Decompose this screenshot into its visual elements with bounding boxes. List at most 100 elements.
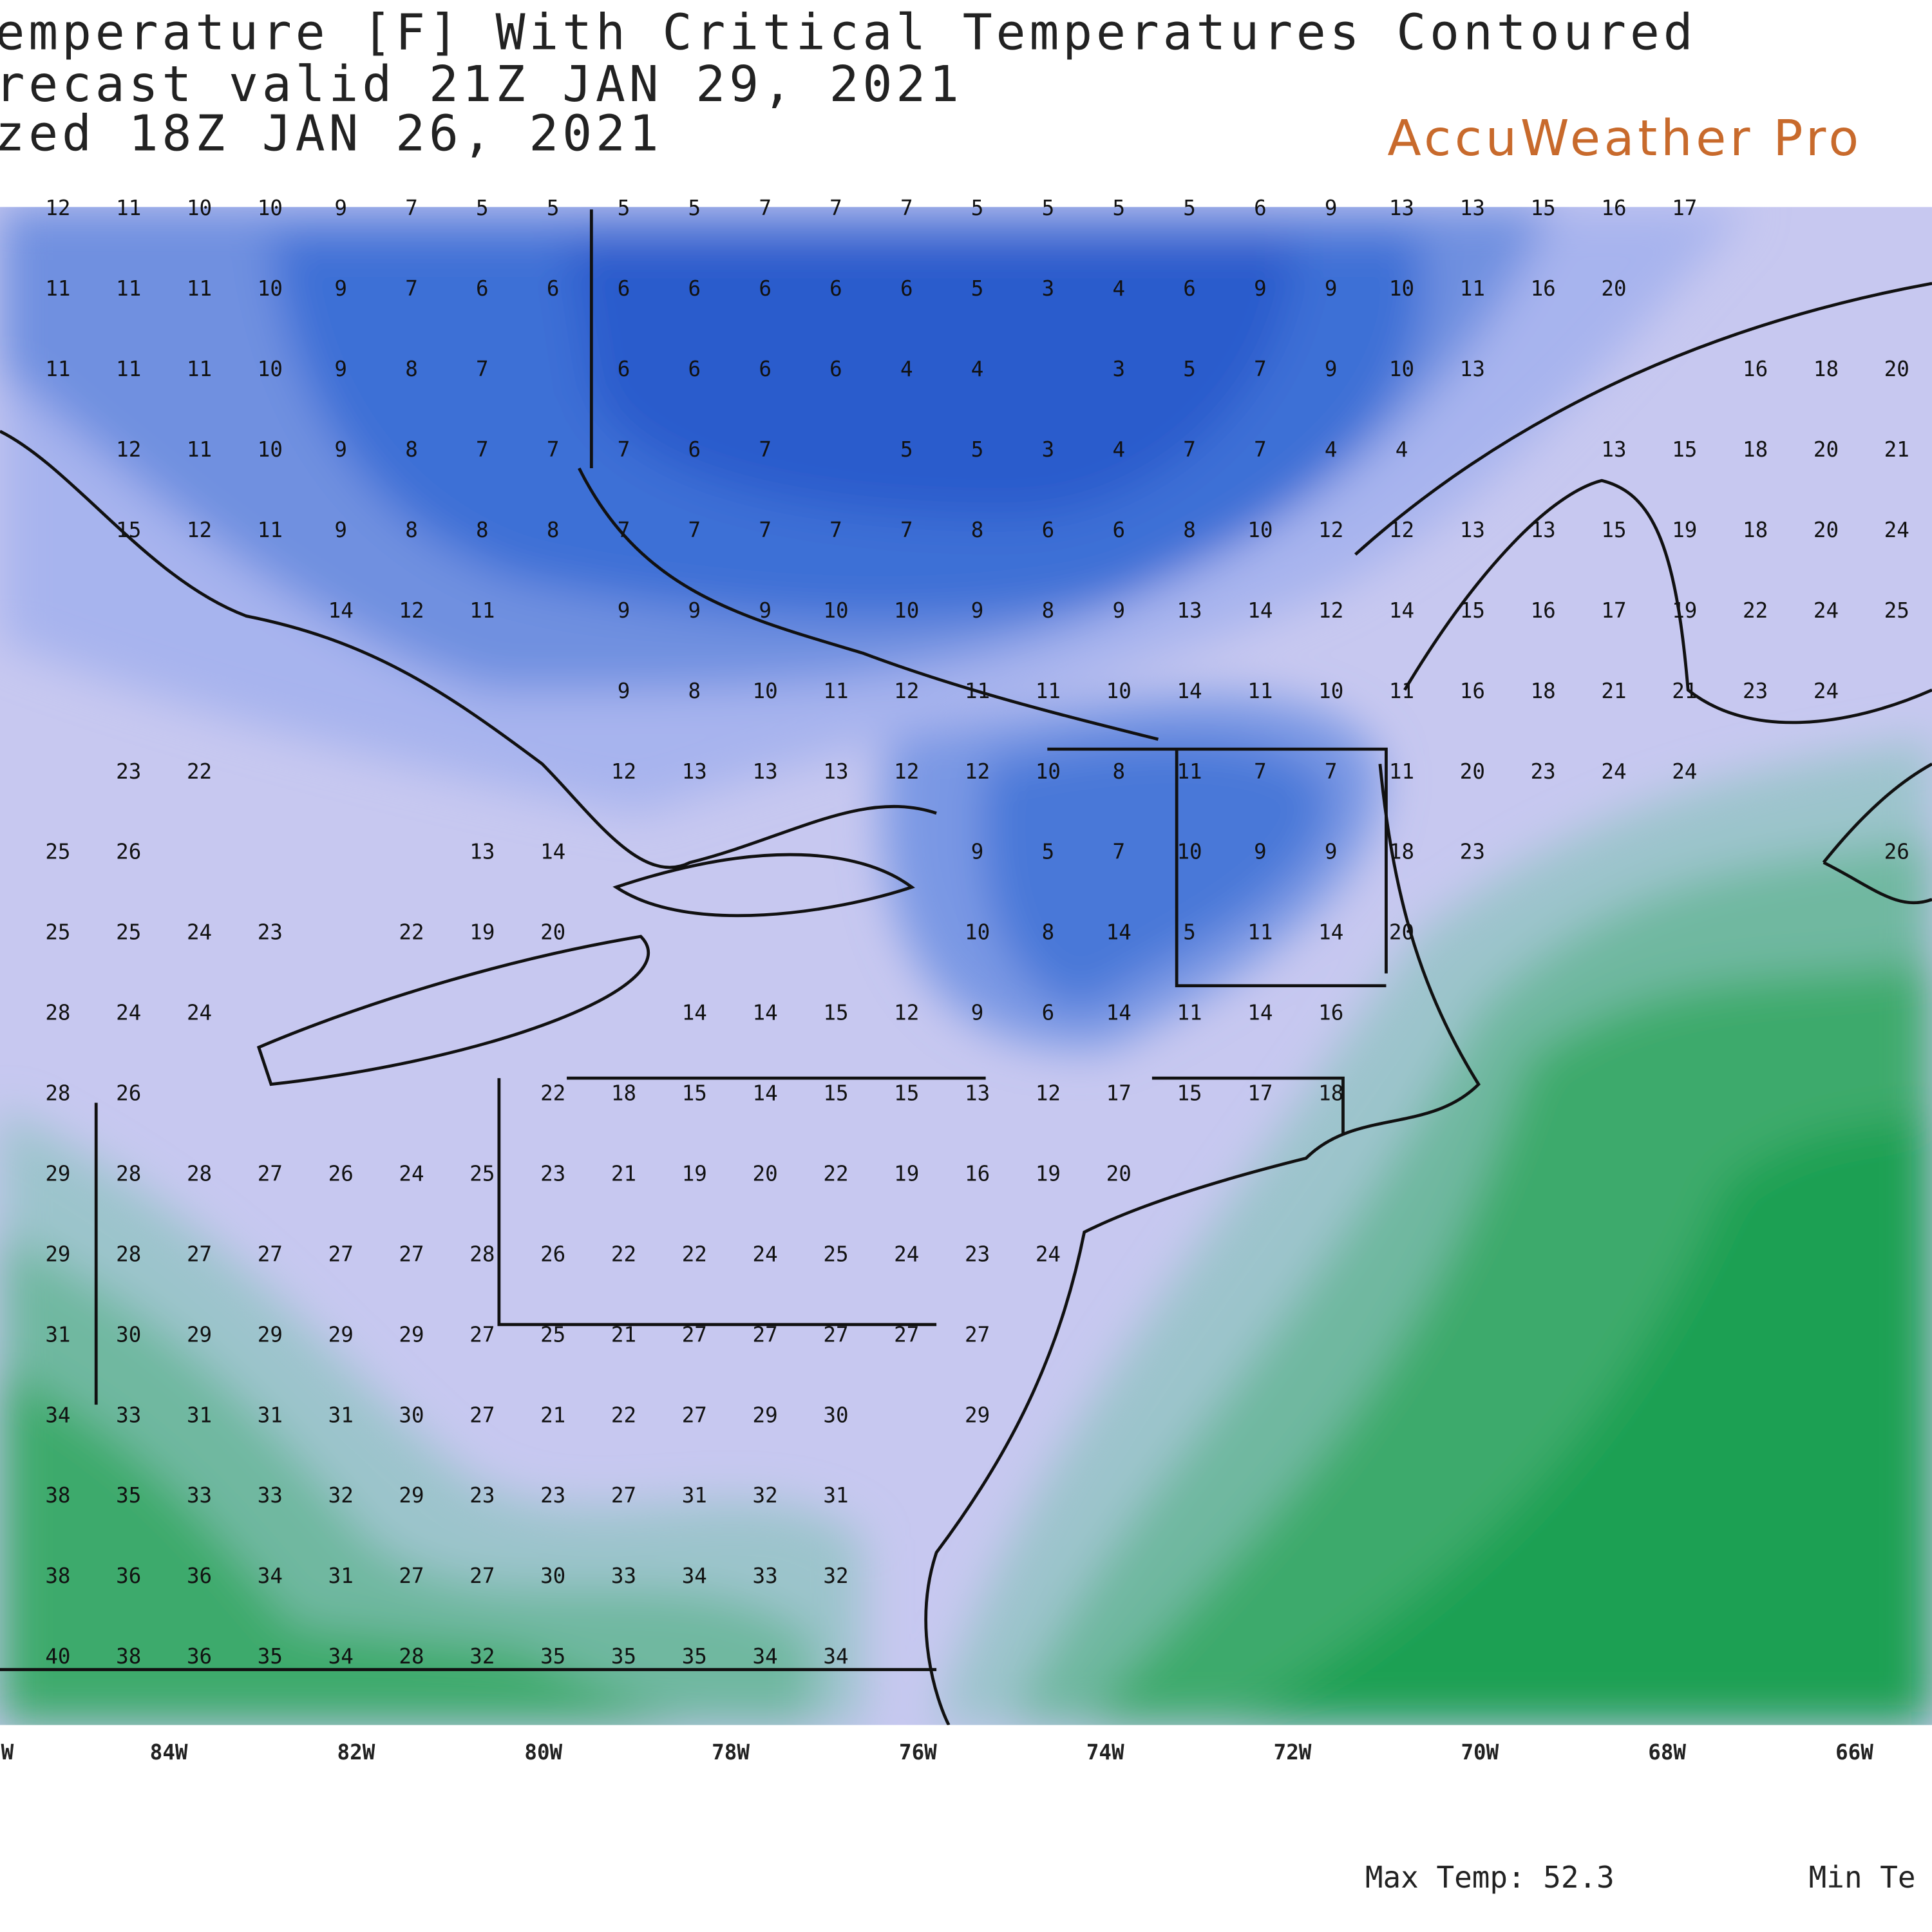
station-value: 14 xyxy=(540,840,565,864)
station-value: 7 xyxy=(405,276,418,301)
station-value: 13 xyxy=(753,759,778,784)
station-value: 7 xyxy=(759,196,772,220)
longitude-axis: W 84W 82W 80W 78W 76W 74W 72W 70W 68W 66W xyxy=(1,1740,1874,1765)
station-value: 12 xyxy=(116,437,141,462)
station-value: 29 xyxy=(965,1403,990,1427)
station-value: 7 xyxy=(547,437,560,462)
station-value: 29 xyxy=(753,1403,778,1427)
station-value: 7 xyxy=(405,196,418,220)
station-value: 6 xyxy=(476,276,489,301)
station-value: 30 xyxy=(540,1564,565,1588)
station-value: 4 xyxy=(900,357,913,381)
station-value: 13 xyxy=(1601,437,1626,462)
station-value: 12 xyxy=(894,1001,919,1025)
station-value: 22 xyxy=(611,1242,636,1266)
station-value: 6 xyxy=(1112,518,1125,542)
station-value: 24 xyxy=(1672,759,1697,784)
station-value: 8 xyxy=(1042,920,1055,945)
station-value: 22 xyxy=(1743,598,1768,623)
station-value: 27 xyxy=(469,1322,495,1347)
longitude-label: 80W xyxy=(524,1740,562,1765)
station-value: 12 xyxy=(399,598,424,623)
station-value: 21 xyxy=(611,1322,636,1347)
station-value: 11 xyxy=(116,357,141,381)
station-value: 11 xyxy=(965,679,990,703)
station-value: 18 xyxy=(1814,357,1839,381)
station-value: 20 xyxy=(1106,1161,1132,1186)
title-line: emperature [F] With Critical Temperature… xyxy=(0,5,1696,62)
station-value: 20 xyxy=(1460,759,1485,784)
station-value: 26 xyxy=(540,1242,565,1266)
station-value: 21 xyxy=(1672,679,1697,703)
station-value: 10 xyxy=(1389,276,1414,301)
station-value: 17 xyxy=(1106,1081,1132,1106)
station-value: 7 xyxy=(900,196,913,220)
station-value: 8 xyxy=(1042,598,1055,623)
station-value: 29 xyxy=(399,1322,424,1347)
station-value: 9 xyxy=(334,357,347,381)
station-value: 10 xyxy=(1036,759,1061,784)
station-value: 32 xyxy=(328,1483,354,1508)
station-value: 6 xyxy=(618,276,630,301)
station-value: 7 xyxy=(1254,437,1267,462)
station-value: 4 xyxy=(1112,437,1125,462)
station-value: 24 xyxy=(1814,679,1839,703)
station-value: 11 xyxy=(1389,759,1414,784)
station-value: 25 xyxy=(45,840,70,864)
station-value: 14 xyxy=(1318,920,1343,945)
station-value: 5 xyxy=(1042,196,1055,220)
station-value: 10 xyxy=(965,920,990,945)
station-value: 31 xyxy=(328,1403,354,1427)
station-value: 24 xyxy=(753,1242,778,1266)
station-value: 38 xyxy=(45,1483,70,1508)
station-value: 15 xyxy=(1460,598,1485,623)
station-value: 35 xyxy=(258,1644,283,1669)
longitude-label: 78W xyxy=(712,1740,750,1765)
station-value: 24 xyxy=(894,1242,919,1266)
station-value: 7 xyxy=(1254,357,1267,381)
temperature-field xyxy=(0,207,1932,1725)
station-value: 23 xyxy=(965,1242,990,1266)
station-value: 9 xyxy=(1325,276,1338,301)
station-value: 11 xyxy=(45,276,70,301)
station-value: 12 xyxy=(187,518,212,542)
station-value: 6 xyxy=(1042,1001,1055,1025)
station-value: 7 xyxy=(759,518,772,542)
station-value: 6 xyxy=(688,276,701,301)
station-value: 35 xyxy=(682,1644,707,1669)
station-value: 25 xyxy=(469,1161,495,1186)
station-value: 15 xyxy=(116,518,141,542)
station-value: 11 xyxy=(1460,276,1485,301)
longitude-label: 70W xyxy=(1461,1740,1499,1765)
station-value: 31 xyxy=(45,1322,70,1347)
station-value: 21 xyxy=(611,1161,636,1186)
station-value: 27 xyxy=(682,1322,707,1347)
station-value: 9 xyxy=(971,840,984,864)
station-value: 15 xyxy=(823,1081,848,1106)
station-value: 24 xyxy=(399,1161,424,1186)
station-value: 12 xyxy=(894,759,919,784)
station-value: 10 xyxy=(258,437,283,462)
station-value: 20 xyxy=(1814,518,1839,542)
station-value: 19 xyxy=(469,920,495,945)
station-value: 18 xyxy=(1743,518,1768,542)
station-value: 34 xyxy=(753,1644,778,1669)
station-value: 18 xyxy=(1318,1081,1343,1106)
station-value: 7 xyxy=(618,437,630,462)
station-value: 31 xyxy=(823,1483,848,1508)
station-value: 11 xyxy=(187,276,212,301)
station-value: 15 xyxy=(1177,1081,1202,1106)
station-value: 17 xyxy=(1247,1081,1273,1106)
station-value: 14 xyxy=(753,1001,778,1025)
station-value: 33 xyxy=(258,1483,283,1508)
station-value: 12 xyxy=(1036,1081,1061,1106)
station-value: 33 xyxy=(611,1564,636,1588)
station-value: 12 xyxy=(611,759,636,784)
station-value: 9 xyxy=(688,598,701,623)
station-value: 20 xyxy=(1389,920,1414,945)
longitude-label: 66W xyxy=(1835,1740,1873,1765)
station-value: 15 xyxy=(894,1081,919,1106)
station-value: 9 xyxy=(1325,357,1338,381)
station-value: 38 xyxy=(45,1564,70,1588)
station-value: 6 xyxy=(759,357,772,381)
